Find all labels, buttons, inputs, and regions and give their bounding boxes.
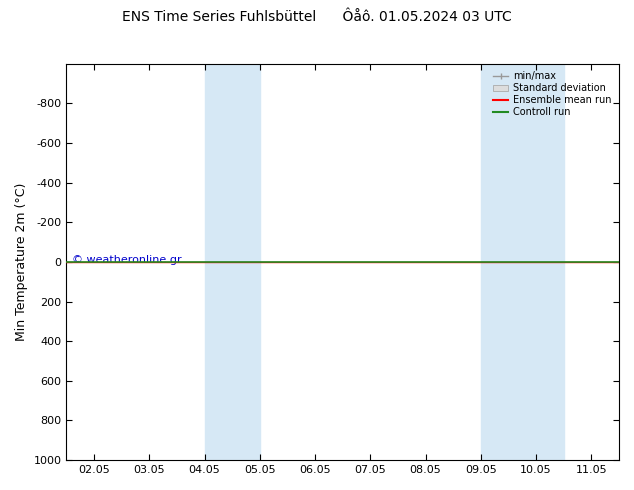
Text: ENS Time Series Fuhlsbüttel      Ôåô. 01.05.2024 03 UTC: ENS Time Series Fuhlsbüttel Ôåô. 01.05.2… [122, 10, 512, 24]
Bar [205, 64, 260, 460]
Text: © weatheronline.gr: © weatheronline.gr [72, 255, 181, 265]
Bar [481, 64, 564, 460]
Legend: min/max, Standard deviation, Ensemble mean run, Controll run: min/max, Standard deviation, Ensemble me… [490, 69, 614, 120]
Y-axis label: Min Temperature 2m (°C): Min Temperature 2m (°C) [15, 183, 28, 341]
